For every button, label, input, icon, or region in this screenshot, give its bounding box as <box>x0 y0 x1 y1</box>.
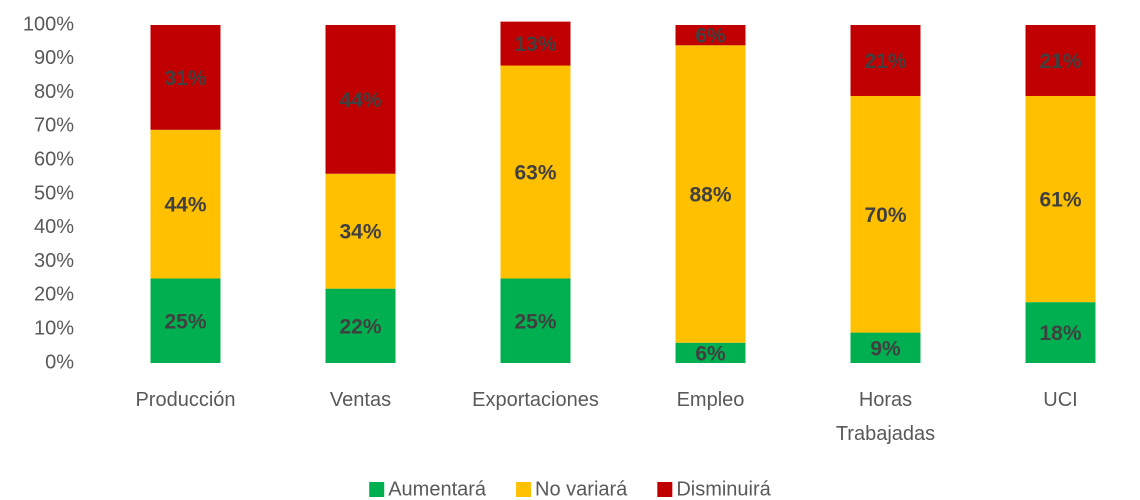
data-label: 9% <box>870 337 901 360</box>
y-tick-label: 70% <box>34 115 74 137</box>
y-tick-label: 10% <box>34 317 74 339</box>
legend-label: No variará <box>535 478 628 500</box>
bar-segment <box>1025 25 1096 96</box>
bar-segment <box>325 288 396 363</box>
bar-segment <box>1025 95 1096 303</box>
y-tick-label: 40% <box>34 216 74 238</box>
data-label: 44% <box>339 89 381 112</box>
data-label: 21% <box>1039 50 1081 73</box>
data-label: 61% <box>1039 189 1081 212</box>
bar-segment <box>500 65 571 279</box>
legend-label: Disminuirá <box>676 478 771 500</box>
y-tick-label: 50% <box>34 182 74 204</box>
legend-label: Aumentará <box>388 478 487 500</box>
y-tick-label: 100% <box>23 13 74 35</box>
data-label: 18% <box>1039 322 1081 345</box>
bar-segment <box>850 332 921 363</box>
x-tick-label: UCI <box>1043 389 1078 411</box>
legend-swatch <box>657 482 673 497</box>
y-tick-label: 60% <box>34 148 74 170</box>
bar-segment <box>150 25 221 130</box>
bar-segment <box>1025 302 1096 363</box>
y-tick-label: 80% <box>34 81 74 103</box>
x-tick-label: Exportaciones <box>472 389 599 411</box>
data-label: 63% <box>514 162 556 185</box>
bar-segment <box>325 25 396 174</box>
data-label: 25% <box>514 310 556 333</box>
x-tick-label: Ventas <box>329 389 392 411</box>
y-tick-label: 20% <box>34 284 74 306</box>
data-label: 21% <box>864 50 906 73</box>
bar-segment <box>850 95 921 333</box>
data-label: 13% <box>514 33 556 56</box>
data-label: 22% <box>339 315 381 338</box>
x-tick-label: Empleo <box>676 389 745 411</box>
y-tick-label: 0% <box>45 351 74 373</box>
bar-segment <box>500 278 571 363</box>
data-label: 70% <box>864 204 906 227</box>
data-label: 6% <box>695 25 726 48</box>
bar-segment <box>675 25 746 46</box>
bar-segment <box>850 25 921 96</box>
legend-swatch <box>516 482 532 497</box>
data-label: 25% <box>164 310 206 333</box>
legend-swatch <box>369 482 385 497</box>
data-label: 6% <box>695 342 726 365</box>
data-label: 34% <box>339 221 381 244</box>
bar-segment <box>325 173 396 289</box>
y-tick-label: 90% <box>34 47 74 69</box>
data-label: 88% <box>689 184 731 207</box>
x-tick-label: Horas Trabajadas <box>835 389 936 445</box>
y-tick-label: 30% <box>34 250 74 272</box>
bar-segment <box>150 278 221 363</box>
bar-segment <box>675 45 746 343</box>
bar-segment <box>150 129 221 279</box>
data-label: 44% <box>164 194 206 217</box>
bar-segment <box>675 342 746 363</box>
data-label: 31% <box>164 67 206 90</box>
bar-segment <box>500 21 571 66</box>
x-tick-label: Producción <box>135 389 236 411</box>
